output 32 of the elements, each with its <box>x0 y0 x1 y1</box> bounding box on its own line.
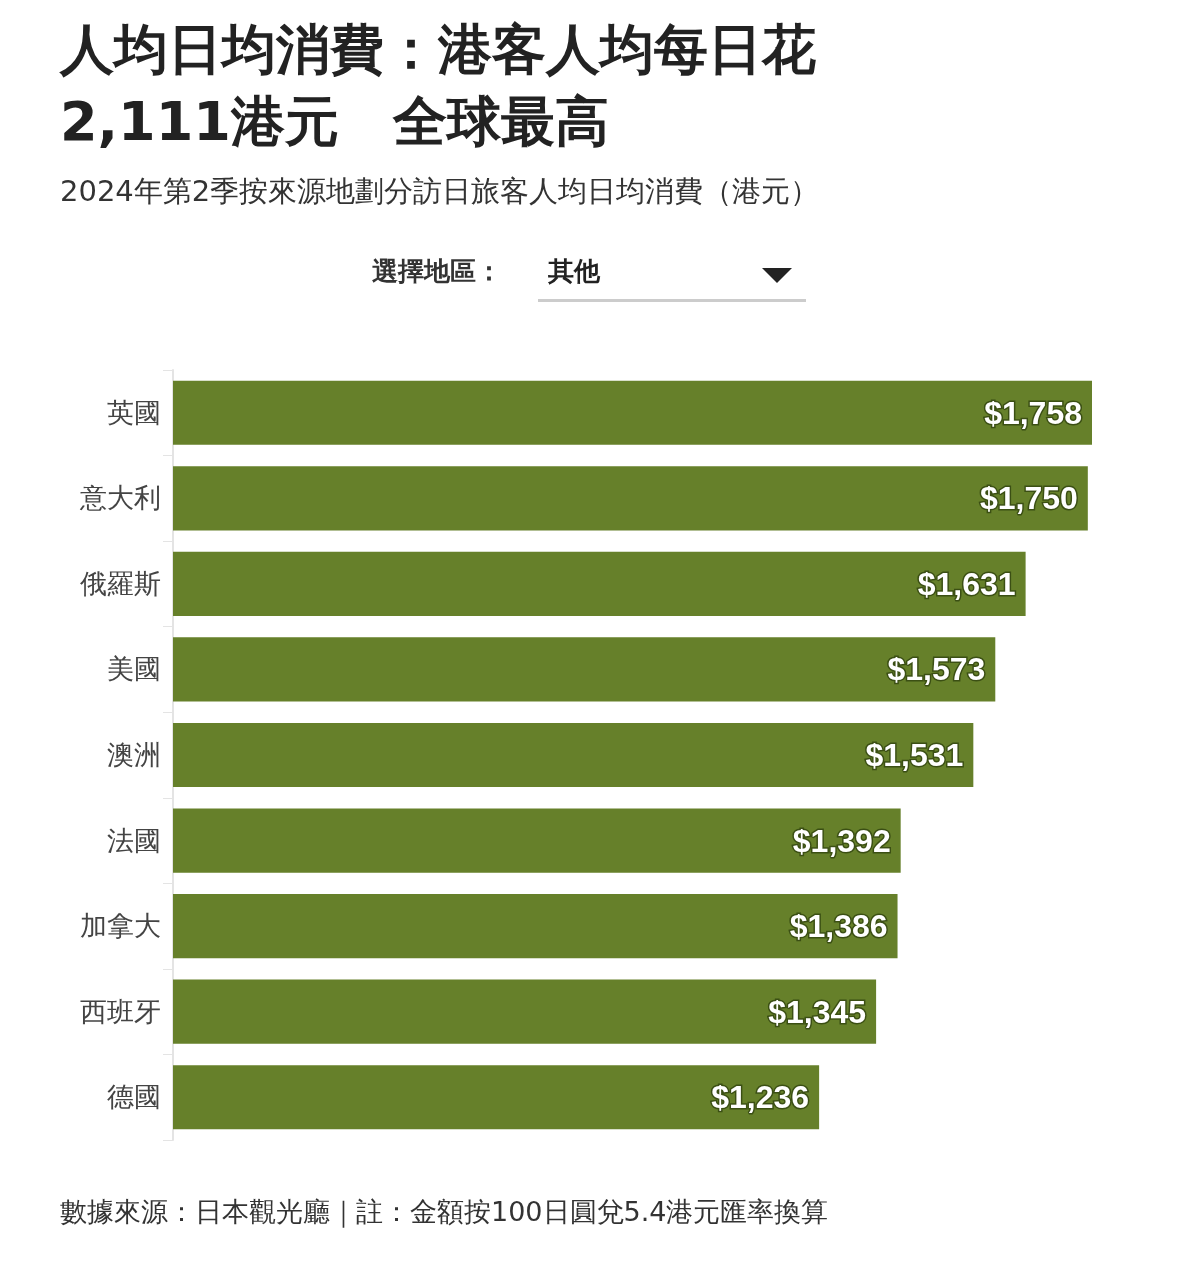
data-label: $1,573 <box>887 651 986 688</box>
bar <box>173 637 996 702</box>
y-tick-label: 英國 <box>107 397 161 428</box>
data-label: $1,236 <box>711 1079 810 1116</box>
y-tick-label: 法國 <box>107 825 161 856</box>
chart-subtitle: 2024年第2季按來源地劃分訪日旅客人均日均消費（港元） <box>60 173 820 210</box>
chart-title: 人均日均消費：港客人均每日花 2,111港元 全球最高 <box>60 17 816 155</box>
y-tick-label: 德國 <box>107 1082 161 1113</box>
data-label: $1,750 <box>979 480 1078 517</box>
y-tick-label: 澳洲 <box>107 740 161 770</box>
bar <box>173 722 974 788</box>
y-tick-label: 俄羅斯 <box>80 568 161 599</box>
bar <box>173 808 901 873</box>
bar <box>173 894 898 959</box>
y-tick-label: 意大利 <box>79 483 161 514</box>
bar <box>173 979 877 1044</box>
bar <box>173 551 1026 616</box>
data-label: $1,758 <box>984 394 1082 431</box>
data-label: $1,386 <box>789 908 888 945</box>
bar <box>173 380 1092 445</box>
bar <box>173 1065 820 1130</box>
data-label: $1,531 <box>865 737 964 773</box>
data-label: $1,345 <box>768 993 867 1030</box>
data-label: $1,631 <box>917 565 1016 602</box>
data-label: $1,392 <box>792 822 891 859</box>
y-tick-label: 加拿大 <box>80 911 161 942</box>
bar <box>173 466 1088 531</box>
y-tick-label: 美國 <box>107 654 161 685</box>
y-tick-label: 西班牙 <box>80 996 161 1027</box>
text: 選擇地區： <box>372 255 502 288</box>
text: 其他 <box>538 254 806 302</box>
text: 數據來源：日本觀光廳｜註：金額按100日圓兌5.4港元匯率換算 <box>60 1195 829 1230</box>
